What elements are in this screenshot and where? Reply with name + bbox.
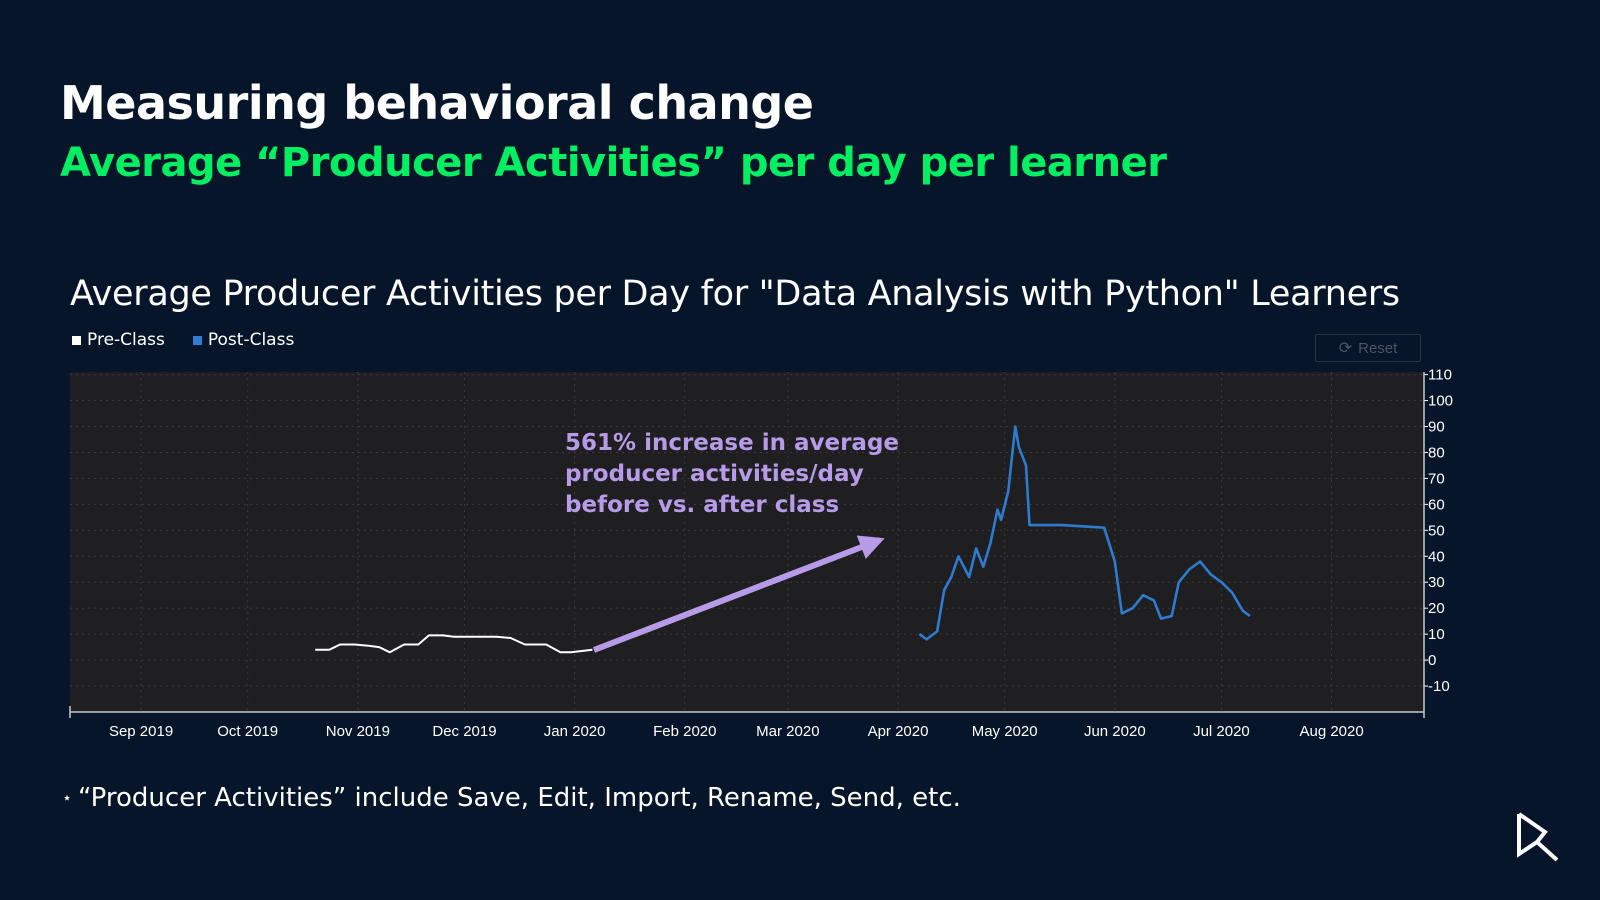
x-tick-label: Jun 2020 [1084, 723, 1146, 740]
chart-title: Average Producer Activities per Day for … [70, 274, 1400, 314]
legend-label-pre-class: Pre-Class [87, 330, 165, 350]
x-tick-label: Feb 2020 [653, 723, 716, 740]
x-tick-label: Jan 2020 [544, 723, 606, 740]
y-tick-label: 60 [1428, 496, 1445, 513]
x-tick-label: Apr 2020 [868, 723, 929, 740]
y-tick-label: -10 [1428, 678, 1450, 695]
footnote: ⋆ “Producer Activities” include Save, Edi… [62, 783, 961, 813]
grid [70, 372, 1424, 712]
legend-item-post-class[interactable]: Post-Class [192, 330, 295, 350]
axes: Sep 2019 Oct 2019 Nov 2019 Dec 2019 Jan 2020… [69, 367, 1453, 740]
y-tick-label: 0 [1428, 652, 1436, 669]
y-tick-label: 80 [1428, 444, 1445, 461]
legend-item-pre-class[interactable]: Pre-Class [72, 330, 165, 350]
plot-area [70, 372, 1424, 712]
y-tick-label: 110 [1428, 367, 1452, 384]
line-chart: Sep 2019 Oct 2019 Nov 2019 Dec 2019 Jan 2020… [69, 367, 1453, 740]
slide-title: Measuring behavioral change [60, 76, 814, 130]
x-tick-label: Aug 2020 [1299, 723, 1363, 740]
y-tick-label: 20 [1428, 600, 1445, 617]
annotation-arrow [592, 535, 885, 653]
datacamp-logo-icon [1517, 812, 1559, 862]
x-tick-label: Sep 2019 [109, 723, 173, 740]
x-tick-label: Dec 2019 [432, 723, 496, 740]
series-line-pre-class [315, 634, 593, 654]
x-tick-label: Mar 2020 [756, 723, 819, 740]
x-tick-label: Oct 2019 [217, 723, 278, 740]
reset-button[interactable]: ⟳ Reset [1315, 334, 1421, 362]
series-line-post-class [918, 425, 1251, 641]
chart-legend: Pre-Class Post-Class [72, 330, 294, 350]
y-tick-label: 90 [1428, 419, 1445, 436]
legend-swatch-post-class [192, 335, 202, 345]
y-tick-label: 70 [1428, 470, 1445, 487]
footnote-text: “Producer Activities” include Save, Edit… [78, 783, 961, 813]
x-tick-label: May 2020 [972, 723, 1038, 740]
y-tick-label: 30 [1428, 574, 1445, 591]
refresh-icon: ⟳ [1338, 340, 1353, 357]
reset-button-label: Reset [1358, 339, 1398, 357]
y-tick-label: 40 [1428, 548, 1445, 565]
slide-subtitle: Average “Producer Activities” per day pe… [60, 140, 1167, 186]
y-tick-label: 50 [1428, 522, 1445, 539]
y-tick-label: 10 [1428, 626, 1445, 643]
star-icon: ⋆ [62, 788, 73, 807]
annotation-text: 561% increase in average producer activi… [565, 430, 900, 518]
y-tick-label: 100 [1428, 393, 1453, 410]
x-tick-label: Nov 2019 [326, 723, 390, 740]
legend-label-post-class: Post-Class [207, 330, 295, 350]
x-tick-label: Jul 2020 [1193, 723, 1250, 740]
series-lines [315, 425, 1251, 654]
legend-swatch-pre-class [72, 335, 81, 345]
